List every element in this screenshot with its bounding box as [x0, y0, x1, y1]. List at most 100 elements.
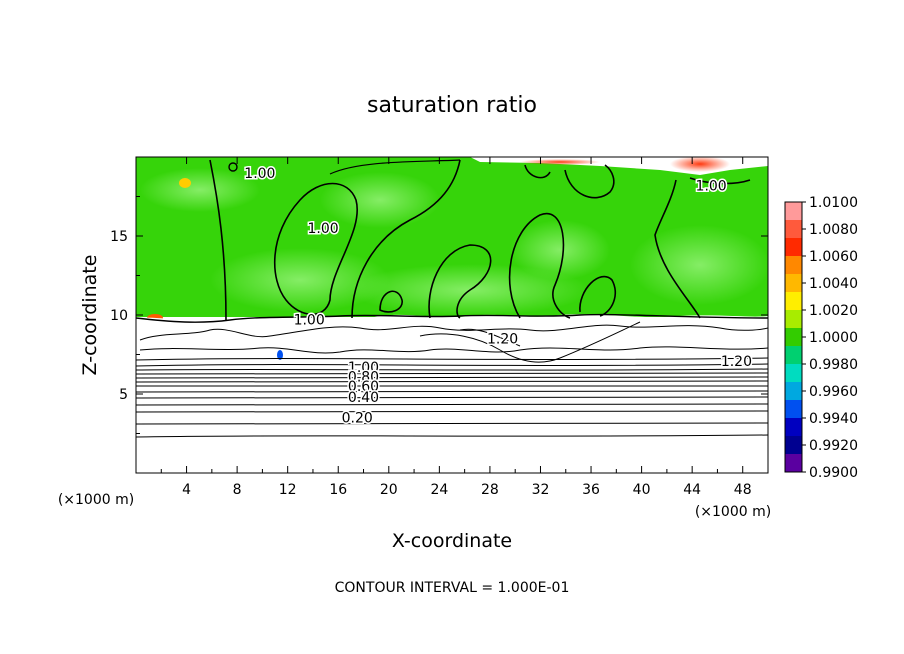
contour-line [209, 159, 227, 321]
contour-line [136, 376, 768, 379]
cloud-boundary [136, 314, 768, 330]
x-tick-label: 32 [532, 482, 550, 498]
contour-line [136, 313, 768, 323]
colorbar-swatch [785, 310, 802, 329]
contour-line [136, 363, 768, 367]
contour-labels: 1.001.001.001.001.201.201.000.800.600.40… [243, 164, 754, 428]
x-unit-right: (×1000 m) [695, 504, 771, 520]
colorbar-label: 1.0060 [809, 249, 858, 265]
contour-label: 1.00 [348, 360, 379, 376]
hot-spot [670, 157, 730, 172]
colorbar-label: 0.9920 [809, 438, 858, 454]
contour-line [579, 275, 616, 317]
contour-label: 0.80 [348, 370, 379, 386]
colorbar-swatch [785, 274, 802, 293]
x-tick-label: 24 [430, 482, 448, 498]
contour-line [428, 244, 492, 319]
hot-spot [277, 350, 283, 360]
contour-line [329, 159, 461, 175]
contour-label: 1.00 [244, 166, 275, 182]
pale-patch [510, 220, 610, 280]
contour-label: 1.00 [307, 221, 338, 237]
x-tick-label: 36 [582, 482, 600, 498]
chart-title: saturation ratio [367, 93, 537, 118]
x-axis: 4 8 12 16 20 24 28 32 36 40 44 48 [160, 157, 752, 498]
contour-line [564, 164, 615, 199]
colorbar-label: 1.0020 [809, 303, 858, 319]
colorbar: 1.0100 1.0080 1.0060 1.0040 1.0020 1.0000 0.99… [784, 195, 858, 481]
y-tick-label: 5 [119, 387, 128, 403]
colorbar-swatch [785, 292, 802, 311]
colorbar-label: 1.0040 [809, 276, 858, 292]
contour-label: 1.00 [696, 178, 727, 194]
colorbar-swatch [785, 328, 802, 347]
contour-line [459, 328, 521, 347]
colorbar-swatch [785, 400, 802, 419]
contour-lines [136, 159, 768, 438]
x-tick-label: 48 [734, 482, 752, 498]
colorbar-swatch [785, 202, 802, 221]
x-tick-label: 28 [481, 482, 499, 498]
x-axis-label: X-coordinate [392, 530, 512, 552]
colorbar-swatch [785, 238, 802, 257]
contour-label: 0.20 [342, 411, 373, 427]
contour-line [136, 396, 768, 399]
x-tick-label: 44 [683, 482, 701, 498]
contour-line [508, 212, 571, 319]
contour-label: 1.00 [294, 313, 325, 329]
x-unit-left: (×1000 m) [58, 492, 134, 508]
contour-line [689, 177, 751, 185]
contour-line [273, 182, 358, 315]
field-shading [136, 157, 768, 473]
contour-line [136, 410, 768, 413]
pale-patch [210, 248, 390, 312]
colorbar-label: 1.0100 [809, 195, 858, 211]
colorbar-swatch [785, 256, 802, 275]
contour-line [351, 159, 461, 319]
y-axis-label: Z-coordinate [79, 255, 101, 376]
contour-line [654, 179, 701, 319]
contour-line [139, 324, 768, 341]
contour-line [524, 164, 551, 179]
contour-line [136, 357, 768, 361]
x-tick-label: 4 [182, 482, 191, 498]
contour-label: 0.60 [348, 379, 379, 395]
contour-line [136, 390, 768, 393]
colorbar-label: 0.9960 [809, 384, 858, 400]
x-tick-label: 40 [633, 482, 651, 498]
contour-line [379, 290, 403, 313]
lower-layer-white [136, 317, 768, 473]
contour-line [136, 422, 768, 425]
y-axis: 5 10 15 [110, 196, 768, 434]
x-tick-label: 20 [380, 482, 398, 498]
contour-label: 1.20 [487, 332, 518, 348]
x-tick-label: 16 [329, 482, 347, 498]
contour-line [136, 372, 768, 375]
colorbar-label: 0.9940 [809, 411, 858, 427]
colorbar-label: 1.0080 [809, 222, 858, 238]
hot-spot [520, 159, 600, 165]
colorbar-label: 1.0000 [809, 330, 858, 346]
contour-line [136, 434, 768, 438]
colorbar-swatch [785, 346, 802, 365]
colorbar-swatch [785, 454, 802, 473]
contour-line [136, 368, 768, 371]
contour-line [228, 162, 238, 172]
colorbar-swatch [785, 220, 802, 239]
colorbar-swatch [785, 418, 802, 437]
contour-line [136, 403, 768, 406]
x-tick-label: 12 [279, 482, 297, 498]
pale-patch [140, 168, 260, 212]
pale-patch [630, 225, 768, 305]
y-tick-label: 15 [110, 229, 128, 245]
contour-line [419, 321, 641, 363]
y-tick-label: 10 [110, 308, 128, 324]
colorbar-label: 0.9980 [809, 357, 858, 373]
contour-line [139, 346, 768, 354]
colorbar-swatch [785, 364, 802, 383]
contour-interval-note: CONTOUR INTERVAL = 1.000E-01 [335, 580, 570, 596]
x-tick-label: 8 [233, 482, 242, 498]
hot-spot [179, 178, 191, 188]
contour-line [136, 380, 768, 383]
